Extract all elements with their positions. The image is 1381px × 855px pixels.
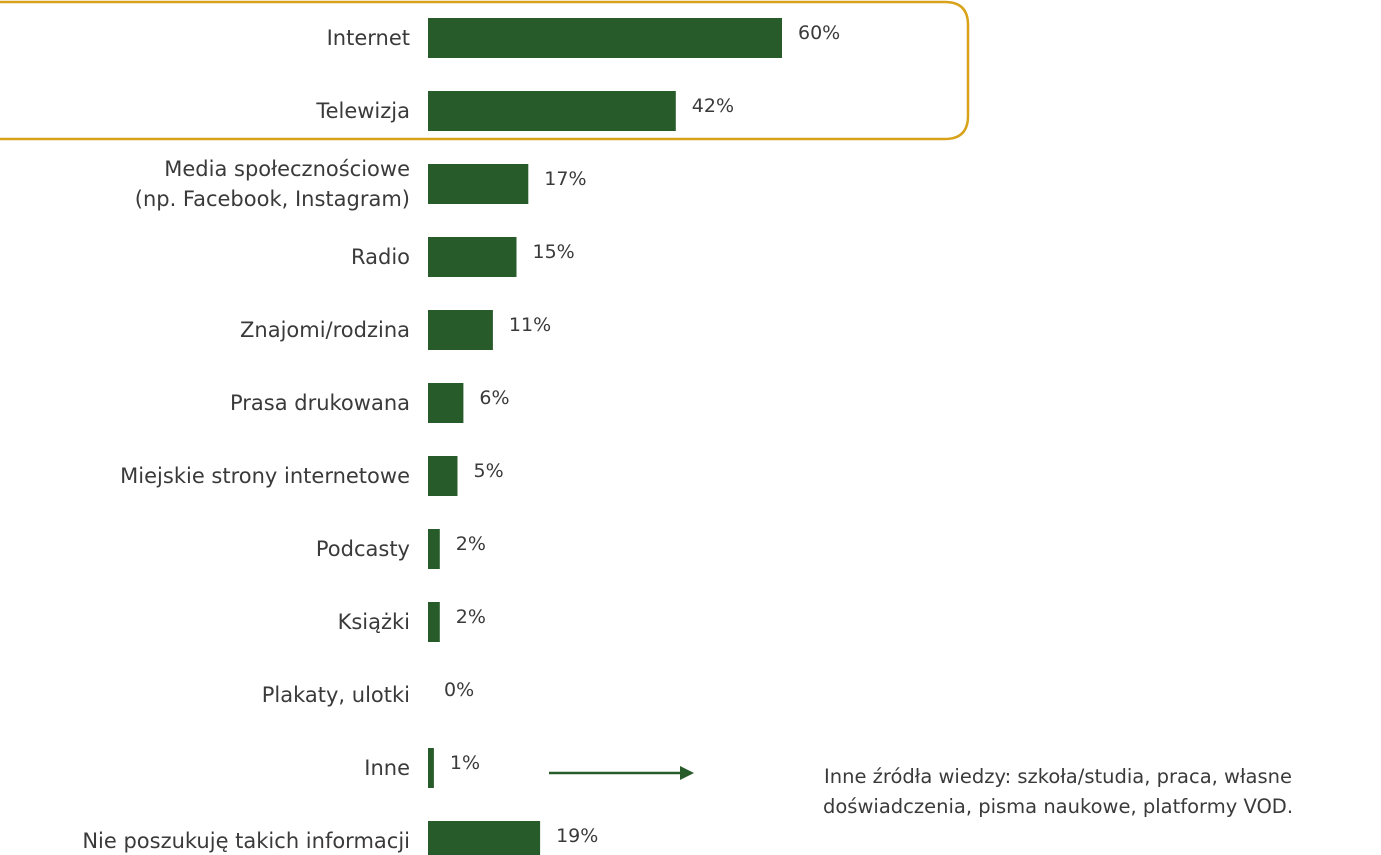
category-label-3: Radio	[351, 245, 410, 269]
category-label-6: Miejskie strony internetowe	[120, 464, 410, 488]
bar-10	[428, 748, 434, 788]
category-label-2-line-0: Media społecznościowe	[164, 157, 410, 181]
bar-4	[428, 310, 493, 350]
bar-11	[428, 821, 541, 855]
bar-1	[428, 91, 676, 131]
value-label-5: 6%	[479, 387, 509, 409]
bar-2	[428, 164, 529, 204]
category-label-1: Telewizja	[315, 99, 410, 123]
value-label-6: 5%	[474, 460, 504, 482]
bar-8	[428, 602, 440, 642]
value-label-1: 42%	[692, 95, 734, 117]
category-label-0: Internet	[327, 26, 410, 50]
value-label-0: 60%	[798, 22, 840, 44]
category-label-5: Prasa drukowana	[230, 391, 410, 415]
bars-group	[428, 18, 782, 855]
category-label-9: Plakaty, ulotki	[262, 683, 410, 707]
annotation-group: Inne źródła wiedzy: szkoła/studia, praca…	[549, 765, 1293, 818]
value-label-11: 19%	[556, 825, 598, 847]
bar-3	[428, 237, 517, 277]
value-label-10: 1%	[450, 752, 480, 774]
bar-7	[428, 529, 440, 569]
bar-6	[428, 456, 458, 496]
value-label-9: 0%	[444, 679, 474, 701]
value-label-3: 15%	[533, 241, 575, 263]
category-label-2-line-1: (np. Facebook, Instagram)	[135, 187, 410, 211]
bar-5	[428, 383, 464, 423]
value-label-2: 17%	[544, 168, 586, 190]
value-labels: 60% 42% 17% 15% 11% 6% 5% 2% 2% 0% 1% 19%	[444, 22, 840, 847]
category-label-7: Podcasty	[316, 537, 410, 561]
category-label-11: Nie poszukuję takich informacji	[82, 829, 410, 853]
annotation-text-line-2: doświadczenia, pisma naukowe, platformy …	[823, 795, 1293, 818]
category-labels: Internet Telewizja Media społecznościowe (n…	[82, 26, 410, 853]
annotation-arrow-head	[680, 766, 694, 780]
value-label-8: 2%	[456, 606, 486, 628]
category-label-8: Książki	[338, 610, 410, 634]
value-label-4: 11%	[509, 314, 551, 336]
annotation-text-line-1: Inne źródła wiedzy: szkoła/studia, praca…	[824, 765, 1292, 788]
category-label-10: Inne	[364, 756, 410, 780]
highlight-frame	[0, 0, 970, 141]
value-label-7: 2%	[456, 533, 486, 555]
bar-0	[428, 18, 782, 58]
category-label-4: Znajomi/rodzina	[240, 318, 410, 342]
